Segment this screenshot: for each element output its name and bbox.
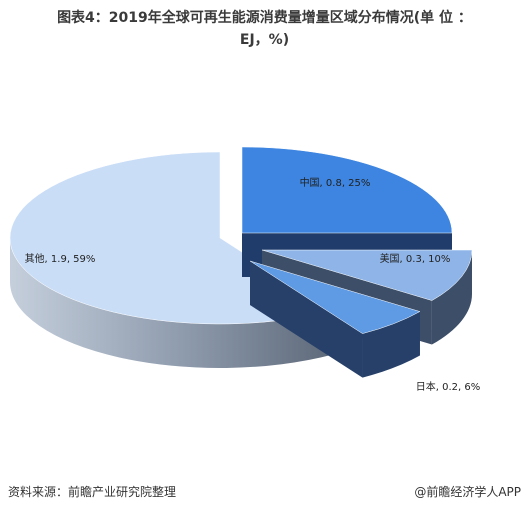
source-note: 资料来源：前瞻产业研究院整理 — [8, 485, 177, 499]
slice-label-日本: 日本, 0.2, 6% — [416, 380, 480, 393]
pie-labels: 中国, 0.8, 25% 美国, 0.3, 10% 日本, 0.2, 6% 其他, 1… — [25, 176, 481, 393]
slice-美国-side — [431, 250, 472, 345]
slice-中国-top — [241, 146, 453, 234]
slice-其他-side — [10, 238, 333, 369]
slice-label-其他: 其他, 1.9, 59% — [25, 252, 96, 265]
slice-label-中国: 中国, 0.8, 25% — [300, 176, 371, 189]
slice-label-美国: 美国, 0.3, 10% — [380, 252, 451, 265]
slice-日本-side — [362, 311, 420, 378]
brand-note: @前瞻经济学人APP — [414, 485, 521, 499]
slice-日本-top — [249, 260, 421, 334]
slice-日本-wall-1 — [250, 261, 363, 378]
chart-title: 图表4：2019年全球可再生能源消费量增量区域分布情况(单 位 ： EJ，%) — [10, 7, 519, 51]
chart-title-line-1: 图表4：2019年全球可再生能源消费量增量区域分布情况(单 位 ： — [57, 10, 472, 26]
pie-slices — [9, 146, 473, 378]
chart-title-line-2: EJ，%) — [239, 32, 290, 48]
slice-美国-top — [261, 249, 473, 301]
